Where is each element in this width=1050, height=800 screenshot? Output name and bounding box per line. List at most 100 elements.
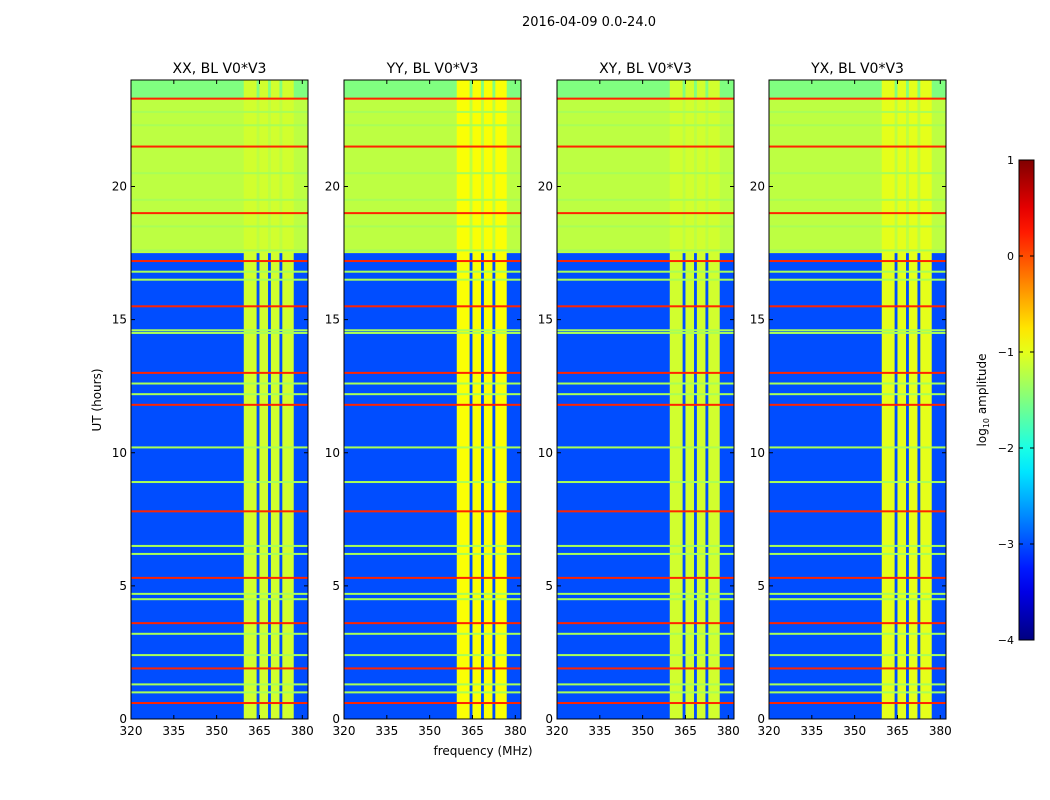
- rfi-line: [344, 329, 521, 332]
- rfi-line: [344, 198, 521, 201]
- x-tick-label: 335: [375, 724, 398, 738]
- rfi-line: [557, 576, 734, 579]
- rfi-line: [769, 278, 946, 281]
- y-tick-label: 10: [325, 446, 340, 460]
- background-low: [344, 253, 521, 719]
- rfi-line: [769, 654, 946, 657]
- x-tick-label: 335: [800, 724, 823, 738]
- rfi-line: [131, 145, 308, 148]
- background-top: [344, 80, 521, 99]
- panel-frame: [768, 79, 947, 720]
- colorbar-tick-label: −2: [998, 442, 1014, 455]
- bright-band: [897, 80, 907, 719]
- rfi-line: [131, 249, 308, 252]
- x-tick-label: 350: [843, 724, 866, 738]
- y-tick-label: 20: [750, 180, 765, 194]
- rfi-line: [557, 278, 734, 281]
- y-tick-label: 20: [112, 180, 127, 194]
- rfi-line: [557, 110, 734, 113]
- rfi-line: [344, 632, 521, 635]
- x-tick-label: 365: [886, 724, 909, 738]
- rfi-line: [131, 382, 308, 385]
- rfi-line: [769, 371, 946, 374]
- rfi-line: [344, 393, 521, 396]
- rfi-line: [557, 622, 734, 625]
- colorbar-tick-label: 0: [1007, 250, 1014, 263]
- bright-band: [282, 80, 294, 719]
- rfi-line: [344, 691, 521, 694]
- y-tick-label: 0: [119, 712, 127, 726]
- colorbar-gradient: [1018, 159, 1035, 641]
- rfi-line: [344, 270, 521, 273]
- rfi-line: [769, 544, 946, 547]
- background-top: [769, 80, 946, 99]
- rfi-line: [131, 552, 308, 555]
- rfi-line: [344, 702, 521, 705]
- rfi-line: [131, 691, 308, 694]
- rfi-line: [769, 212, 946, 215]
- rfi-line: [131, 654, 308, 657]
- rfi-line: [769, 124, 946, 127]
- rfi-line: [131, 278, 308, 281]
- rfi-line: [769, 249, 946, 252]
- bright-band: [685, 80, 695, 719]
- rfi-line: [344, 446, 521, 449]
- rfi-line: [344, 544, 521, 547]
- x-tick-label: 350: [418, 724, 441, 738]
- rfi-line: [769, 691, 946, 694]
- rfi-line: [769, 305, 946, 308]
- rfi-line: [769, 225, 946, 228]
- rfi-line: [557, 331, 734, 334]
- panel-yy: YY, BL V0*V3 320 335 350 365 380 0 5 10 15 20: [325, 61, 527, 738]
- rfi-line: [557, 446, 734, 449]
- panel-frame: [343, 79, 522, 720]
- panel-yx: YX, BL V0*V3 320 335 350 365 380 0 5 10 15 20: [750, 61, 952, 738]
- rfi-line: [131, 598, 308, 601]
- bright-band: [696, 80, 706, 719]
- rfi-line: [344, 124, 521, 127]
- rfi-line: [344, 110, 521, 113]
- bright-band: [495, 80, 507, 719]
- y-tick-label: 10: [750, 446, 765, 460]
- y-tick-label: 15: [112, 313, 127, 327]
- y-tick-label: 20: [538, 180, 553, 194]
- x-tick-label: 380: [504, 724, 527, 738]
- rfi-line: [131, 371, 308, 374]
- rfi-line: [769, 632, 946, 635]
- bright-band: [920, 80, 932, 719]
- rfi-line: [344, 305, 521, 308]
- rfi-line: [131, 683, 308, 686]
- colorbar-tick-label: −4: [998, 634, 1014, 647]
- rfi-line: [557, 598, 734, 601]
- rfi-line: [131, 260, 308, 263]
- x-tick-label: 320: [546, 724, 569, 738]
- waterfall-image: [557, 80, 734, 719]
- y-tick-label: 20: [325, 180, 340, 194]
- bright-band: [669, 80, 683, 719]
- waterfall-image: [344, 80, 521, 719]
- bright-band: [472, 80, 482, 719]
- rfi-line: [344, 683, 521, 686]
- rfi-line: [131, 305, 308, 308]
- rfi-line: [344, 622, 521, 625]
- panel-title: XY, BL V0*V3: [599, 61, 692, 77]
- rfi-line: [557, 667, 734, 670]
- background-mid: [769, 98, 946, 254]
- background-mid: [344, 98, 521, 254]
- rfi-line: [131, 198, 308, 201]
- rfi-line: [131, 329, 308, 332]
- x-tick-label: 380: [929, 724, 952, 738]
- colorbar: 1 0 −1 −2 −3 −4: [998, 154, 1035, 647]
- rfi-line: [131, 124, 308, 127]
- rfi-line: [131, 667, 308, 670]
- rfi-line: [557, 249, 734, 252]
- colorbar-label: log10 amplitude: [975, 354, 991, 447]
- panel-frame: [130, 79, 309, 720]
- rfi-line: [131, 576, 308, 579]
- rfi-line: [769, 331, 946, 334]
- rfi-line: [131, 510, 308, 513]
- background-top: [557, 80, 734, 99]
- rfi-line: [769, 702, 946, 705]
- x-tick-label: 320: [758, 724, 781, 738]
